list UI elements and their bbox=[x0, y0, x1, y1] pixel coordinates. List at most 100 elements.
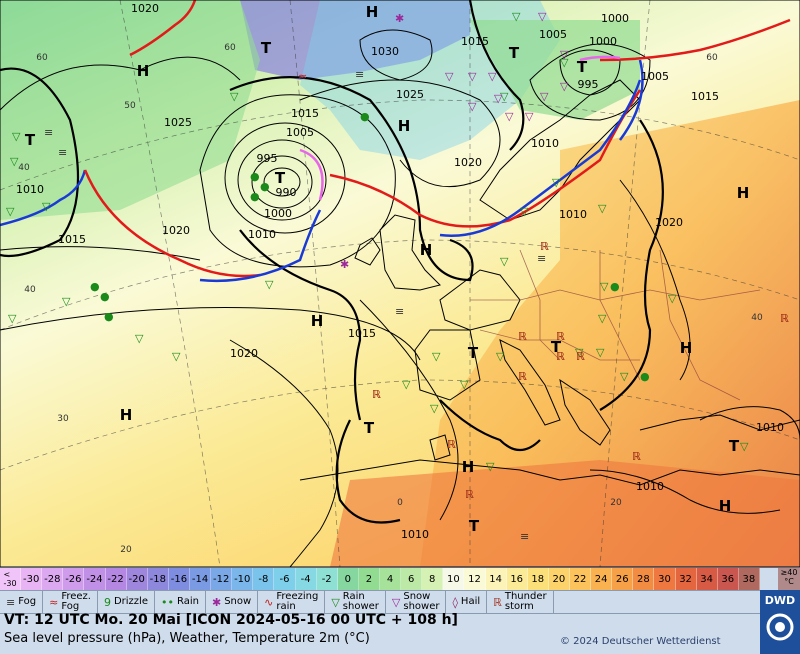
north-africa-hot-region bbox=[330, 460, 800, 567]
legend-symbol-icon: ∿ bbox=[264, 595, 274, 609]
scale-cell: -26 bbox=[63, 568, 85, 590]
svg-text:▽: ▽ bbox=[520, 205, 529, 218]
scandinavia-cool-region bbox=[470, 20, 640, 120]
temperature-isotherm-label: 60 bbox=[36, 53, 48, 63]
scale-cell: 4 bbox=[379, 568, 402, 590]
pressure-center-labels: H T H T T H T T H H H H T T T H H T H T bbox=[25, 3, 749, 535]
isobar-label: 1010 bbox=[531, 137, 559, 150]
svg-text:▽: ▽ bbox=[560, 48, 569, 61]
high-pressure-label: H bbox=[719, 497, 732, 515]
warm-front-nw bbox=[129, 0, 197, 57]
low-pressure-label: T bbox=[468, 344, 479, 362]
svg-text:▽: ▽ bbox=[575, 346, 584, 359]
svg-text:≡: ≡ bbox=[44, 126, 53, 139]
dwd-logo-icon bbox=[766, 613, 794, 641]
isobar-label: 1010 bbox=[636, 480, 664, 493]
scale-cell: -14 bbox=[189, 568, 212, 590]
legend-item: ▽ Snow shower bbox=[386, 591, 447, 613]
svg-text:▽: ▽ bbox=[500, 255, 509, 268]
svg-text:▽: ▽ bbox=[525, 110, 534, 123]
svg-text:●: ● bbox=[610, 280, 620, 293]
svg-text:●: ● bbox=[260, 180, 270, 193]
svg-text:▽: ▽ bbox=[740, 440, 749, 453]
legend-symbol-icon: ✱ bbox=[211, 595, 222, 609]
isobar-label: 1015 bbox=[348, 327, 376, 340]
svg-text:ℝ: ℝ bbox=[447, 438, 456, 451]
svg-text:▽: ▽ bbox=[560, 80, 569, 93]
isobar-label: 1030 bbox=[371, 45, 399, 58]
warm-front-ne bbox=[599, 18, 791, 62]
scale-cell: 18 bbox=[527, 568, 549, 590]
isobar-label: 1005 bbox=[286, 126, 314, 139]
valid-time: VT: 12 UTC Mo. 20 Mai [ICON 2024-05-16 0… bbox=[4, 612, 458, 628]
high-pressure-label: H bbox=[462, 458, 475, 476]
warm-front-west bbox=[83, 169, 261, 278]
svg-text:▽: ▽ bbox=[6, 205, 15, 218]
svg-text:▽: ▽ bbox=[600, 280, 609, 293]
svg-text:●: ● bbox=[250, 170, 260, 183]
svg-text:ℝ: ℝ bbox=[556, 350, 565, 363]
svg-text:✱: ✱ bbox=[340, 258, 349, 271]
legend-item: ℝ Thunder storm bbox=[487, 591, 554, 613]
legend-symbol-icon: 9 bbox=[103, 595, 111, 609]
isobar-label: 1020 bbox=[162, 224, 190, 237]
legend-item: ≡ Fog bbox=[0, 591, 44, 613]
scale-cell: -12 bbox=[211, 568, 233, 590]
isobar-label: 1020 bbox=[230, 347, 258, 360]
scale-cell: 0 bbox=[337, 568, 359, 590]
legend-symbol-icon: ℝ bbox=[493, 595, 502, 609]
scale-cell: 14 bbox=[485, 568, 507, 590]
cold-front-north bbox=[439, 79, 642, 237]
temperature-isotherm-label: 40 bbox=[751, 313, 763, 323]
high-pressure-label: H bbox=[398, 117, 411, 135]
svg-text:▽: ▽ bbox=[486, 460, 495, 473]
legend-label: Snow bbox=[224, 596, 252, 607]
svg-text:ℝ: ℝ bbox=[465, 488, 474, 501]
svg-text:▽: ▽ bbox=[494, 92, 503, 105]
isobar-label: 1005 bbox=[641, 70, 669, 83]
svg-text:▽: ▽ bbox=[540, 90, 549, 103]
high-pressure-label: H bbox=[737, 184, 750, 202]
svg-text:≡: ≡ bbox=[355, 68, 364, 81]
scale-cell: 34 bbox=[696, 568, 718, 590]
scale-cell: 38 bbox=[738, 568, 760, 590]
svg-text:▽: ▽ bbox=[430, 402, 439, 415]
legend-symbol-icon: ≡ bbox=[6, 595, 16, 609]
atlantic-green-region bbox=[0, 0, 260, 220]
scale-cell: 28 bbox=[633, 568, 655, 590]
temperature-labels: 60 50 60 40 40 30 20 60 40 20 0 bbox=[18, 43, 763, 555]
map-footer: < -30 -30 -28 -26 -24 -22 -20 -18 -16 -14 -12 -10 -8… bbox=[0, 567, 800, 654]
svg-text:▽: ▽ bbox=[500, 90, 509, 103]
isobar-label: 1025 bbox=[396, 88, 424, 101]
dwd-logo-text: DWD bbox=[764, 594, 796, 607]
legend-label: Hail bbox=[460, 596, 481, 607]
svg-text:▽: ▽ bbox=[265, 278, 274, 291]
scale-cell: 32 bbox=[675, 568, 697, 590]
svg-text:≡: ≡ bbox=[395, 305, 404, 318]
isobar-label: 1015 bbox=[691, 90, 719, 103]
cold-front-ne-tail bbox=[618, 59, 644, 141]
svg-text:ℝ: ℝ bbox=[576, 350, 585, 363]
scale-cell: 22 bbox=[569, 568, 592, 590]
low-pressure-label: T bbox=[577, 58, 588, 76]
temperature-scale: < -30 -30 -28 -26 -24 -22 -20 -18 -16 -14 -12 -10 -8… bbox=[0, 568, 760, 590]
legend-symbol-icon: ≈ bbox=[49, 595, 59, 609]
svg-text:▽: ▽ bbox=[552, 176, 561, 189]
svg-text:ℝ: ℝ bbox=[518, 330, 527, 343]
scale-cell: 24 bbox=[591, 568, 613, 590]
low-pressure-label: T bbox=[25, 131, 36, 149]
temperature-isotherm-label: 60 bbox=[706, 53, 718, 63]
legend-symbol-icon: ▽ bbox=[331, 595, 340, 609]
svg-text:ℝ: ℝ bbox=[372, 388, 381, 401]
isobar-label: 1010 bbox=[559, 208, 587, 221]
scale-cell: 30 bbox=[654, 568, 676, 590]
country-borders bbox=[470, 249, 761, 401]
dwd-logo: DWD bbox=[760, 590, 800, 654]
legend-label: Freezing rain bbox=[276, 591, 319, 612]
scale-cell: -2 bbox=[316, 568, 338, 590]
legend-item: ◊ Hail bbox=[446, 591, 488, 613]
legend-symbol-icon: •• bbox=[161, 595, 174, 609]
svg-text:▽: ▽ bbox=[460, 378, 469, 391]
svg-text:▽: ▽ bbox=[42, 200, 51, 213]
scale-cell: -22 bbox=[105, 568, 127, 590]
